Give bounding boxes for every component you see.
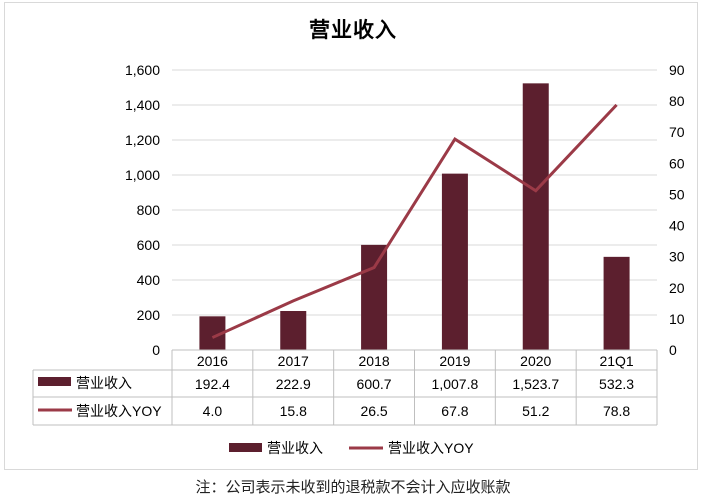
left-tick-label: 1,400	[125, 97, 160, 113]
x-tick-label: 21Q1	[599, 353, 633, 369]
table-row-header: 营业收入	[76, 375, 132, 391]
left-tick-label: 1,600	[125, 62, 160, 78]
left-tick-label: 800	[137, 202, 161, 218]
table-cell-value: 222.9	[276, 376, 311, 392]
right-tick-label: 20	[669, 280, 685, 296]
table-cell-value: 78.8	[603, 403, 630, 419]
right-tick-label: 50	[669, 186, 685, 202]
chart-title: 营业收入	[309, 18, 397, 42]
x-tick-label: 2018	[359, 353, 390, 369]
left-tick-label: 200	[137, 307, 161, 323]
x-tick-label: 2016	[197, 353, 228, 369]
table-key-bar	[38, 377, 71, 386]
x-tick-label: 2019	[439, 353, 470, 369]
left-tick-label: 600	[137, 237, 161, 253]
right-tick-label: 0	[669, 342, 677, 358]
yoy-line	[211, 103, 618, 339]
x-tick-label: 2017	[278, 353, 309, 369]
chart-canvas: 0 200 400 600 800 1,000 1,200 1,400 1,600 0 10 20 30…	[32, 62, 685, 456]
left-tick-label: 1,000	[125, 167, 160, 183]
bar	[441, 173, 468, 350]
bar	[522, 83, 549, 350]
bar	[603, 256, 630, 350]
footnote: 注：公司表示未收到的退税款不会计入应收账款	[195, 478, 511, 496]
right-tick-label: 40	[669, 218, 685, 234]
right-tick-label: 80	[669, 93, 685, 109]
left-tick-label: 1,200	[125, 132, 160, 148]
table-cell-value: 192.4	[195, 376, 230, 392]
table-cell-value: 1,523.7	[512, 376, 559, 392]
right-tick-label: 70	[669, 124, 685, 140]
right-tick-label: 10	[669, 311, 685, 327]
right-tick-label: 30	[669, 249, 685, 265]
table-cell-value: 15.8	[280, 403, 307, 419]
x-tick-label: 2020	[520, 353, 551, 369]
table-cell-value: 532.3	[599, 376, 634, 392]
table-cell-value: 67.8	[441, 403, 468, 419]
legend-key-bar	[229, 443, 262, 452]
bar	[361, 244, 388, 350]
bar	[280, 310, 307, 350]
table-cell-value: 600.7	[357, 376, 392, 392]
left-tick-label: 0	[152, 342, 160, 358]
table-cell-value: 1,007.8	[432, 376, 479, 392]
legend-label: 营业收入YOY	[388, 440, 474, 456]
legend-label: 营业收入	[267, 440, 323, 456]
left-tick-label: 400	[137, 272, 161, 288]
right-tick-label: 90	[669, 62, 685, 78]
table-cell-value: 26.5	[360, 403, 387, 419]
table-row-header: 营业收入YOY	[76, 403, 162, 419]
chart-frame	[4, 2, 698, 470]
table-cell-value: 4.0	[203, 403, 223, 419]
right-tick-label: 60	[669, 155, 685, 171]
table-cell-value: 51.2	[522, 403, 549, 419]
